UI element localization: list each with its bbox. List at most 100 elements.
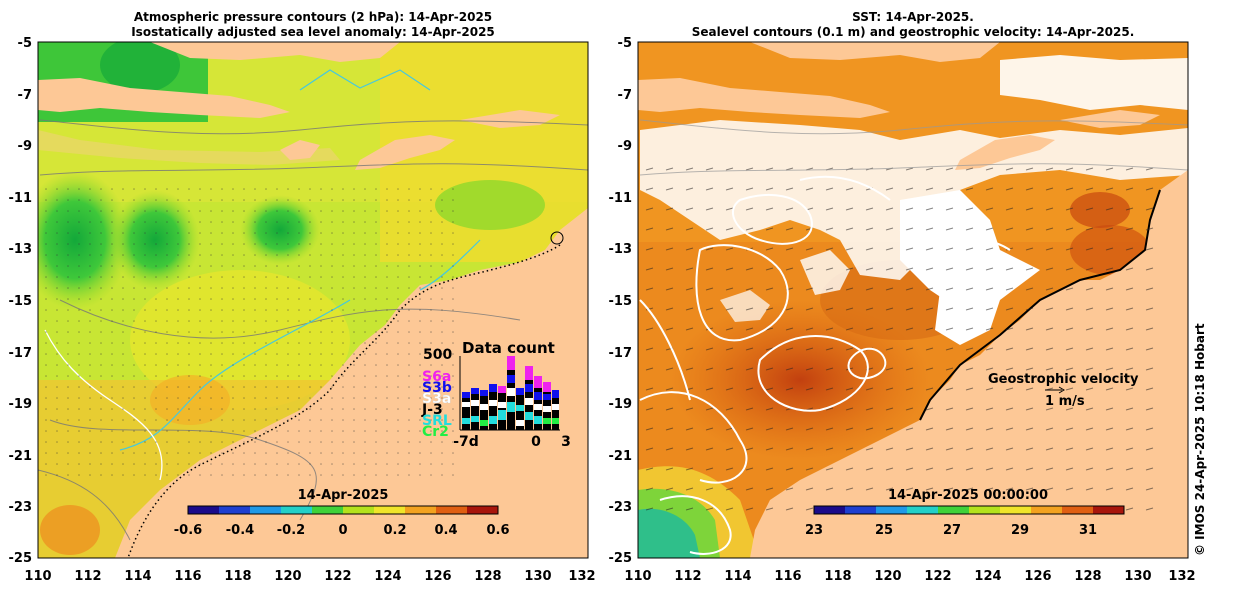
right-x-tick: 110	[624, 569, 651, 584]
right-x-tick: 118	[824, 569, 851, 584]
right-map	[638, 42, 1188, 558]
right-x-tick: 124	[974, 569, 1001, 584]
right-x-tick: 114	[724, 569, 751, 584]
velocity-legend-scale: 1 m/s	[1045, 394, 1085, 409]
left-y-tick: -21	[9, 449, 33, 464]
right-x-tick: 122	[924, 569, 951, 584]
right-title-line2: Sealevel contours (0.1 m) and geostrophi…	[691, 25, 1135, 39]
colorbar-swatch	[374, 506, 406, 514]
left-colorbar-tick: 0	[338, 523, 347, 538]
colorbar-swatch	[1031, 506, 1063, 514]
right-y-tick: -23	[609, 500, 633, 515]
left-y-axis: -5 -7 -9 -11 -13 -15 -17 -19 -21 -23 -25	[9, 36, 33, 566]
right-y-tick: -15	[609, 294, 633, 309]
velocity-legend-title: Geostrophic velocity	[988, 372, 1139, 387]
left-map-title: Atmospheric pressure contours (2 hPa): 1…	[38, 10, 588, 40]
colorbar-swatch	[845, 506, 877, 514]
left-colorbar: 14-Apr-2025 -0.6 -0.4 -0.2 0 0.2 0.4 0.6	[174, 488, 510, 538]
data-count-legend-item: S3a	[422, 391, 451, 407]
right-map-frame	[637, 41, 1189, 559]
colorbar-swatch	[219, 506, 251, 514]
left-x-tick: 120	[274, 569, 301, 584]
left-y-tick: -5	[18, 36, 32, 51]
left-x-tick: 124	[374, 569, 401, 584]
right-y-tick: -21	[609, 449, 633, 464]
left-y-tick: -7	[18, 88, 32, 103]
left-colorbar-tick: -0.2	[277, 523, 305, 538]
right-x-tick: 116	[774, 569, 801, 584]
left-x-axis: 110 112 114 116 118 120 122 124 126 128 …	[24, 569, 595, 584]
right-y-tick: -7	[618, 88, 632, 103]
left-colorbar-swatches	[188, 506, 499, 514]
right-y-tick: -5	[618, 36, 632, 51]
data-count-legend-item: S3b	[422, 380, 452, 396]
data-count-xlabel: 3	[561, 434, 571, 450]
left-x-tick: 112	[74, 569, 101, 584]
left-y-tick: -13	[9, 242, 33, 257]
left-x-tick: 110	[24, 569, 51, 584]
right-colorbar-swatches	[814, 506, 1125, 514]
right-x-tick: 112	[674, 569, 701, 584]
colorbar-swatch	[876, 506, 908, 514]
data-count-title: Data count	[462, 339, 555, 357]
right-colorbar-tick: 31	[1079, 523, 1097, 538]
colorbar-swatch	[1000, 506, 1032, 514]
right-x-tick: 132	[1168, 569, 1195, 584]
data-count-legend-item: S6a	[422, 369, 451, 385]
left-x-tick: 128	[474, 569, 501, 584]
left-title-line2: Isostatically adjusted sea level anomaly…	[131, 25, 495, 39]
data-count-legend-item: J-3	[421, 402, 443, 418]
right-colorbar-tick: 27	[943, 523, 961, 538]
left-map-frame	[37, 41, 589, 559]
left-colorbar-tick: -0.6	[174, 523, 202, 538]
data-count-legend-item: SRL	[422, 413, 452, 429]
left-colorbar-tick: 0.4	[434, 523, 457, 538]
colorbar-swatch	[1062, 506, 1094, 514]
left-colorbar-tick: 0.2	[383, 523, 406, 538]
right-y-tick: -17	[609, 346, 633, 361]
left-x-tick: 114	[124, 569, 151, 584]
right-x-axis: 110 112 114 116 118 120 122 124 126 128 …	[624, 569, 1195, 584]
right-map-title: SST: 14-Apr-2025. Sealevel contours (0.1…	[638, 10, 1188, 40]
colorbar-swatch	[1093, 506, 1125, 514]
right-y-tick: -25	[609, 551, 633, 566]
left-y-tick: -23	[9, 500, 33, 515]
right-colorbar-label: 14-Apr-2025 00:00:00	[888, 488, 1048, 503]
right-colorbar: 14-Apr-2025 00:00:00 23 25 27 29 31	[805, 488, 1125, 538]
colorbar-swatch	[405, 506, 437, 514]
colorbar-swatch	[907, 506, 939, 514]
colorbar-swatch	[343, 506, 375, 514]
right-y-tick: -13	[609, 242, 633, 257]
data-count-bars	[462, 356, 559, 430]
data-count-xlabel: 0	[531, 434, 541, 450]
left-colorbar-tick: 0.6	[486, 523, 509, 538]
left-title-line1: Atmospheric pressure contours (2 hPa): 1…	[133, 10, 493, 24]
left-y-tick: -11	[9, 191, 33, 206]
right-y-tick: -9	[618, 139, 632, 154]
right-x-tick: 128	[1074, 569, 1101, 584]
colorbar-swatch	[188, 506, 220, 514]
left-colorbar-label: 14-Apr-2025	[298, 488, 389, 503]
left-x-tick: 132	[568, 569, 595, 584]
left-y-tick: -15	[9, 294, 33, 309]
sea-level-contours	[639, 175, 1011, 555]
left-y-tick: -17	[9, 346, 33, 361]
colorbar-swatch	[969, 506, 1001, 514]
data-count-ymax: 500	[423, 347, 452, 363]
colorbar-swatch	[281, 506, 313, 514]
colorbar-swatch	[467, 506, 499, 514]
left-colorbar-tick: -0.4	[226, 523, 254, 538]
right-x-tick: 130	[1124, 569, 1151, 584]
colorbar-swatch	[250, 506, 282, 514]
right-title-line1: SST: 14-Apr-2025.	[852, 10, 974, 24]
right-y-tick: -11	[609, 191, 633, 206]
left-x-tick: 118	[224, 569, 251, 584]
right-y-axis: -5 -7 -9 -11 -13 -15 -17 -19 -21 -23 -25	[609, 36, 633, 566]
colorbar-swatch	[312, 506, 344, 514]
velocity-legend: Geostrophic velocity 1 m/s	[988, 372, 1139, 409]
data-count-xlabel: -7d	[453, 434, 479, 450]
right-colorbar-tick: 29	[1011, 523, 1029, 538]
right-x-tick: 126	[1024, 569, 1051, 584]
